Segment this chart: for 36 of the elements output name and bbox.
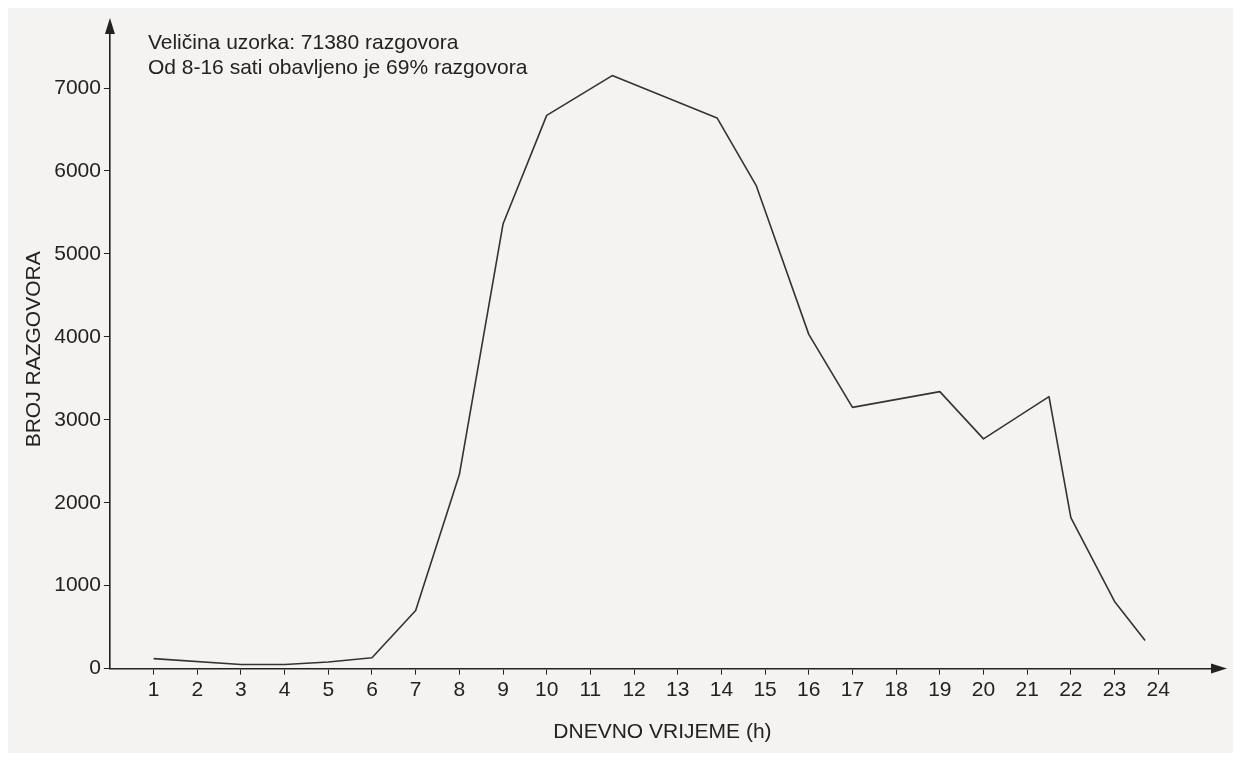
x-tick-label: 2	[191, 677, 204, 700]
y-tick-label: 7000	[54, 74, 101, 98]
x-tick-label: 1	[147, 677, 160, 700]
x-tick-label: 6	[366, 677, 378, 700]
x-tick-label: 7	[409, 677, 422, 700]
y-tick-label: 0	[89, 655, 101, 679]
x-tick-label: 13	[666, 677, 690, 700]
annotation: Od 8-16 sati obavljeno je 69% razgovora	[147, 55, 528, 79]
x-tick-label: 18	[884, 677, 908, 700]
x-tick-label: 4	[278, 677, 291, 700]
x-tick-label: 17	[840, 677, 865, 700]
y-tick-label: 4000	[54, 323, 101, 347]
x-tick-label: 5	[322, 677, 335, 700]
x-tick-label: 22	[1059, 677, 1083, 700]
y-axis-title: BROJ RAZGOVORA	[21, 251, 45, 448]
x-tick-label: 21	[1015, 677, 1039, 700]
x-tick-label: 11	[579, 677, 602, 700]
x-axis-title: DNEVNO VRIJEME (h)	[553, 719, 772, 743]
x-tick-label: 9	[497, 677, 509, 700]
annotation: Veličina uzorka: 71380 razgovora	[147, 30, 459, 54]
x-tick-label: 12	[622, 677, 646, 700]
x-tick-label: 15	[753, 677, 777, 700]
x-tick-label: 20	[971, 677, 996, 700]
x-tick-label: 3	[235, 677, 247, 700]
y-tick-label: 6000	[54, 157, 101, 181]
x-tick-label: 8	[453, 677, 466, 700]
y-tick-label: 5000	[54, 240, 101, 264]
x-tick-label: 10	[535, 677, 559, 700]
x-tick-label: 19	[928, 677, 952, 700]
x-tick-label: 16	[797, 677, 821, 700]
x-tick-label: 14	[709, 677, 734, 700]
y-tick-label: 1000	[54, 572, 101, 596]
x-tick-label: 23	[1102, 677, 1127, 700]
x-tick-label: 24	[1146, 677, 1171, 700]
y-tick-label: 3000	[54, 406, 101, 430]
y-tick-label: 2000	[54, 489, 101, 513]
